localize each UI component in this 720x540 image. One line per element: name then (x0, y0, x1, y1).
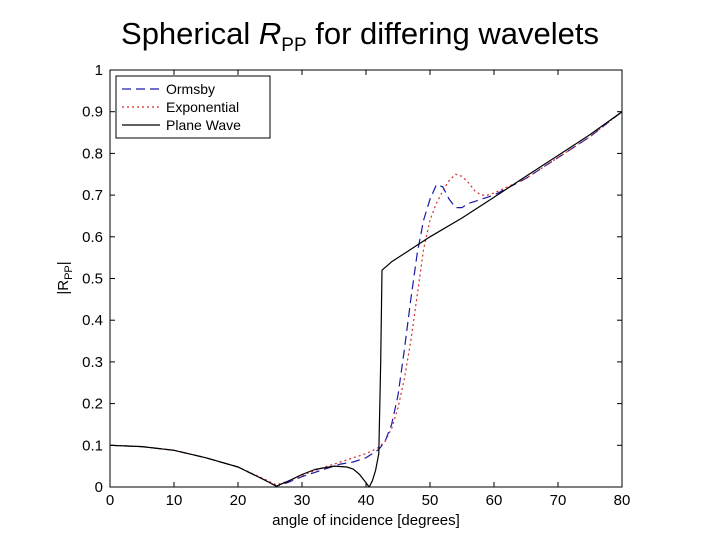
axis-ticks: 0 10 20 30 40 50 60 70 80 0 0.1 0.2 0.3 0.4 0.5 0.6 0.7 0… (82, 62, 630, 509)
y-axis-label-main: |R (55, 280, 72, 295)
y-tick-label: 0.7 (82, 187, 103, 204)
x-axis-label: angle of incidence [degrees] (272, 512, 460, 529)
y-tick-label: 1 (95, 62, 103, 79)
x-tick-label: 30 (294, 492, 311, 509)
y-axis-label-end: | (55, 261, 72, 265)
series-lines (109, 111, 623, 488)
y-tick-label: 0.4 (82, 312, 103, 329)
x-tick-label: 10 (166, 492, 183, 509)
title-subscript: PP (281, 35, 307, 57)
y-tick-label: 0 (95, 479, 103, 496)
y-axis-label: |RPP| (55, 261, 75, 294)
legend-label-plane-wave: Plane Wave (166, 117, 241, 133)
x-tick-label: 0 (106, 492, 114, 509)
y-tick-label: 0.1 (82, 437, 103, 454)
y-tick-label: 0.8 (82, 145, 103, 162)
legend-label-ormsby: Ormsby (166, 81, 215, 97)
y-axis-label-sub: PP (63, 265, 75, 280)
legend: Ormsby Exponential Plane Wave (115, 75, 271, 139)
x-tick-label: 20 (230, 492, 247, 509)
x-tick-label: 70 (550, 492, 567, 509)
legend-box (115, 75, 271, 139)
x-tick-label: 50 (422, 492, 439, 509)
x-tick-label: 60 (486, 492, 503, 509)
series-line-exponential (109, 111, 623, 486)
x-tick-label: 40 (358, 492, 375, 509)
y-tick-label: 0.2 (82, 396, 103, 413)
title-prefix: Spherical (121, 16, 259, 51)
y-tick-label: 0.3 (82, 354, 103, 371)
legend-label-exponential: Exponential (166, 99, 239, 115)
series-line-plane-wave (109, 111, 623, 488)
x-tick-label: 80 (614, 492, 631, 509)
chart-title: Spherical RPP for differing wavelets (0, 16, 720, 57)
title-symbol: R (258, 16, 282, 51)
y-tick-label: 0.5 (82, 271, 103, 288)
y-tick-label: 0.9 (82, 104, 103, 121)
title-suffix: for differing wavelets (306, 16, 599, 51)
y-tick-label: 0.6 (82, 229, 103, 246)
